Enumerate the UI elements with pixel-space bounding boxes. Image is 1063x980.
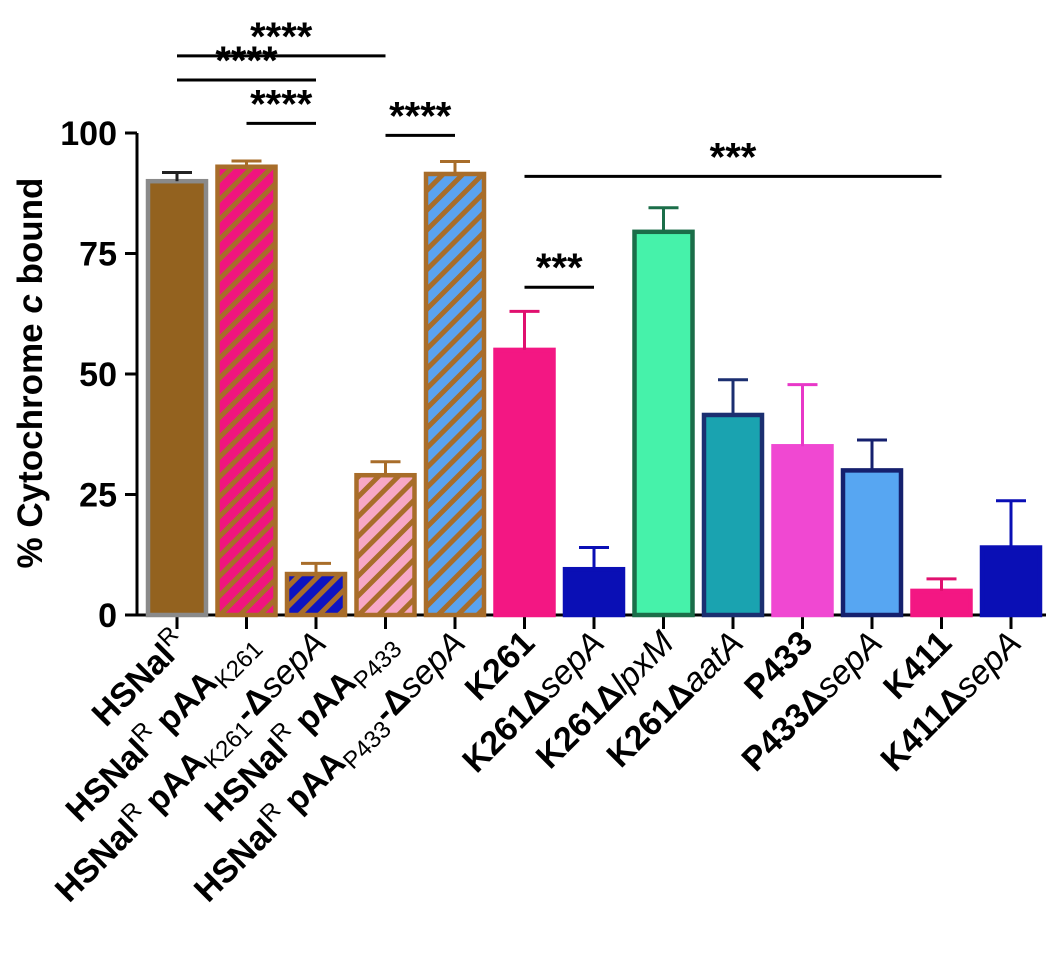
bar [354, 472, 417, 618]
y-tick-label: 75 [79, 236, 117, 274]
significance-label: *** [710, 135, 757, 179]
significance-label: *** [536, 246, 583, 290]
significance-label: **** [389, 94, 452, 138]
y-tick-label: 0 [98, 597, 117, 635]
svg-text:HSNalR pAAK261-ΔsepA: HSNalR pAAK261-ΔsepA [45, 621, 338, 914]
significance-brackets: ************ ********** [177, 15, 942, 290]
bar [771, 444, 834, 618]
significance-label: **** [250, 15, 313, 59]
significance-label: **** [250, 82, 313, 126]
y-axis-label: % Cytochrome c bound [11, 178, 50, 569]
significance-label: **** [215, 39, 278, 83]
bars [145, 159, 1043, 618]
bar [840, 468, 904, 618]
bar [284, 571, 348, 618]
bar [145, 178, 209, 618]
bar [423, 171, 487, 618]
bar [701, 412, 765, 618]
y-tick-label: 50 [79, 356, 117, 394]
bar [493, 347, 556, 618]
bar [562, 566, 626, 618]
y-tick-label: 100 [60, 115, 117, 153]
bar [910, 588, 973, 618]
bar [215, 164, 278, 618]
bar [979, 545, 1043, 618]
x-tick-label: HSNalR pAAK261-ΔsepA [45, 621, 338, 914]
y-tick-label: 25 [79, 477, 117, 515]
bar [632, 229, 695, 618]
